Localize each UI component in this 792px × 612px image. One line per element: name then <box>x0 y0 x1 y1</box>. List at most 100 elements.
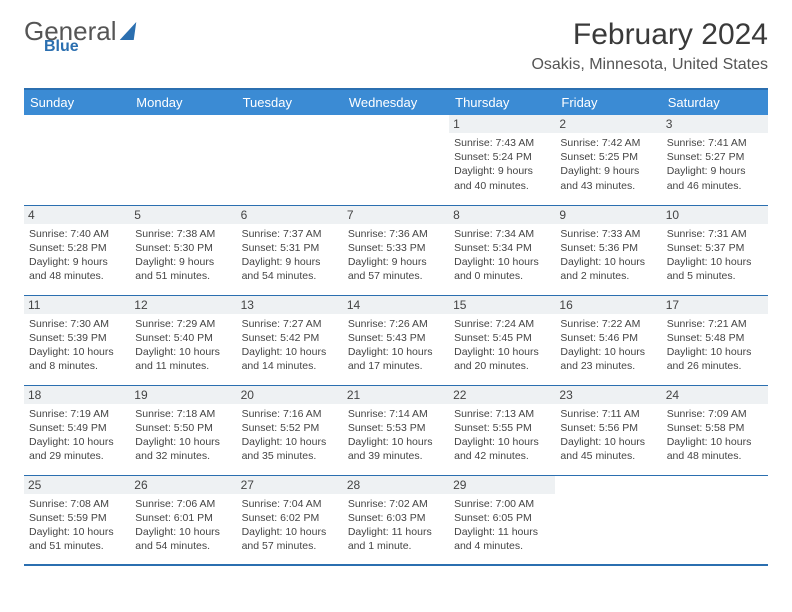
day-number: 25 <box>24 476 130 494</box>
month-title: February 2024 <box>531 18 768 52</box>
day-number: 14 <box>343 296 449 314</box>
day-details: Sunrise: 7:31 AMSunset: 5:37 PMDaylight:… <box>667 227 763 284</box>
day-details: Sunrise: 7:38 AMSunset: 5:30 PMDaylight:… <box>135 227 231 284</box>
day-details: Sunrise: 7:40 AMSunset: 5:28 PMDaylight:… <box>29 227 125 284</box>
day-number: 23 <box>555 386 661 404</box>
calendar-day: 29 Sunrise: 7:00 AMSunset: 6:05 PMDayligh… <box>449 475 555 565</box>
calendar-body: 1 Sunrise: 7:43 AMSunset: 5:24 PMDaylight… <box>24 115 768 565</box>
day-details: Sunrise: 7:21 AMSunset: 5:48 PMDaylight:… <box>667 317 763 374</box>
calendar-week: 4 Sunrise: 7:40 AMSunset: 5:28 PMDaylight… <box>24 205 768 295</box>
calendar-day: 26 Sunrise: 7:06 AMSunset: 6:01 PMDayligh… <box>130 475 236 565</box>
day-number: 20 <box>237 386 343 404</box>
calendar-week: 25 Sunrise: 7:08 AMSunset: 5:59 PMDayligh… <box>24 475 768 565</box>
day-number: 26 <box>130 476 236 494</box>
day-number: 6 <box>237 206 343 224</box>
calendar-day: 13 Sunrise: 7:27 AMSunset: 5:42 PMDayligh… <box>237 295 343 385</box>
day-number: 29 <box>449 476 555 494</box>
day-number: 10 <box>662 206 768 224</box>
calendar-day <box>662 475 768 565</box>
day-details: Sunrise: 7:04 AMSunset: 6:02 PMDaylight:… <box>242 497 338 554</box>
day-details: Sunrise: 7:16 AMSunset: 5:52 PMDaylight:… <box>242 407 338 464</box>
calendar-day <box>130 115 236 205</box>
day-number: 19 <box>130 386 236 404</box>
day-number: 22 <box>449 386 555 404</box>
day-number: 8 <box>449 206 555 224</box>
day-details: Sunrise: 7:33 AMSunset: 5:36 PMDaylight:… <box>560 227 656 284</box>
day-details: Sunrise: 7:29 AMSunset: 5:40 PMDaylight:… <box>135 317 231 374</box>
header-row: General Blue February 2024 Osakis, Minne… <box>24 18 768 74</box>
brand-logo: General Blue <box>24 18 135 56</box>
day-number: 17 <box>662 296 768 314</box>
day-details: Sunrise: 7:18 AMSunset: 5:50 PMDaylight:… <box>135 407 231 464</box>
day-number: 21 <box>343 386 449 404</box>
calendar-day: 9 Sunrise: 7:33 AMSunset: 5:36 PMDaylight… <box>555 205 661 295</box>
weekday-header: Monday <box>130 89 236 115</box>
day-number: 16 <box>555 296 661 314</box>
calendar-day: 20 Sunrise: 7:16 AMSunset: 5:52 PMDayligh… <box>237 385 343 475</box>
calendar-day: 12 Sunrise: 7:29 AMSunset: 5:40 PMDayligh… <box>130 295 236 385</box>
day-details: Sunrise: 7:27 AMSunset: 5:42 PMDaylight:… <box>242 317 338 374</box>
calendar-day: 1 Sunrise: 7:43 AMSunset: 5:24 PMDaylight… <box>449 115 555 205</box>
title-block: February 2024 Osakis, Minnesota, United … <box>531 18 768 74</box>
day-number: 3 <box>662 115 768 133</box>
calendar-day: 5 Sunrise: 7:38 AMSunset: 5:30 PMDaylight… <box>130 205 236 295</box>
location-subtitle: Osakis, Minnesota, United States <box>531 56 768 74</box>
day-details: Sunrise: 7:34 AMSunset: 5:34 PMDaylight:… <box>454 227 550 284</box>
calendar-day: 4 Sunrise: 7:40 AMSunset: 5:28 PMDaylight… <box>24 205 130 295</box>
calendar-day: 16 Sunrise: 7:22 AMSunset: 5:46 PMDayligh… <box>555 295 661 385</box>
calendar-day <box>24 115 130 205</box>
calendar-day: 17 Sunrise: 7:21 AMSunset: 5:48 PMDayligh… <box>662 295 768 385</box>
day-number: 1 <box>449 115 555 133</box>
calendar-week: 11Sunrise: 7:30 AMSunset: 5:39 PMDayligh… <box>24 295 768 385</box>
day-number: 9 <box>555 206 661 224</box>
day-details: Sunrise: 7:14 AMSunset: 5:53 PMDaylight:… <box>348 407 444 464</box>
day-number: 24 <box>662 386 768 404</box>
weekday-header: Thursday <box>449 89 555 115</box>
calendar-day: 22 Sunrise: 7:13 AMSunset: 5:55 PMDayligh… <box>449 385 555 475</box>
calendar-day <box>343 115 449 205</box>
day-details: Sunrise: 7:09 AMSunset: 5:58 PMDaylight:… <box>667 407 763 464</box>
calendar-day: 7Sunrise: 7:36 AMSunset: 5:33 PMDaylight… <box>343 205 449 295</box>
calendar-day <box>237 115 343 205</box>
day-details: Sunrise: 7:08 AMSunset: 5:59 PMDaylight:… <box>29 497 125 554</box>
day-details: Sunrise: 7:41 AMSunset: 5:27 PMDaylight:… <box>667 136 763 193</box>
day-number: 13 <box>237 296 343 314</box>
calendar-table: SundayMondayTuesdayWednesdayThursdayFrid… <box>24 88 768 566</box>
calendar-day: 27 Sunrise: 7:04 AMSunset: 6:02 PMDayligh… <box>237 475 343 565</box>
day-details: Sunrise: 7:19 AMSunset: 5:49 PMDaylight:… <box>29 407 125 464</box>
day-number: 2 <box>555 115 661 133</box>
calendar-day: 11Sunrise: 7:30 AMSunset: 5:39 PMDayligh… <box>24 295 130 385</box>
day-number: 12 <box>130 296 236 314</box>
calendar-day: 6 Sunrise: 7:37 AMSunset: 5:31 PMDaylight… <box>237 205 343 295</box>
day-number: 7 <box>343 206 449 224</box>
calendar-day: 21 Sunrise: 7:14 AMSunset: 5:53 PMDayligh… <box>343 385 449 475</box>
day-details: Sunrise: 7:43 AMSunset: 5:24 PMDaylight:… <box>454 136 550 193</box>
day-details: Sunrise: 7:42 AMSunset: 5:25 PMDaylight:… <box>560 136 656 193</box>
day-details: Sunrise: 7:06 AMSunset: 6:01 PMDaylight:… <box>135 497 231 554</box>
calendar-day: 25 Sunrise: 7:08 AMSunset: 5:59 PMDayligh… <box>24 475 130 565</box>
day-number: 18 <box>24 386 130 404</box>
day-number: 15 <box>449 296 555 314</box>
day-number: 5 <box>130 206 236 224</box>
day-details: Sunrise: 7:22 AMSunset: 5:46 PMDaylight:… <box>560 317 656 374</box>
calendar-day: 10 Sunrise: 7:31 AMSunset: 5:37 PMDayligh… <box>662 205 768 295</box>
day-details: Sunrise: 7:00 AMSunset: 6:05 PMDaylight:… <box>454 497 550 554</box>
triangle-icon <box>119 22 136 40</box>
day-details: Sunrise: 7:11 AMSunset: 5:56 PMDaylight:… <box>560 407 656 464</box>
day-number: 28 <box>343 476 449 494</box>
calendar-day: 23 Sunrise: 7:11 AMSunset: 5:56 PMDayligh… <box>555 385 661 475</box>
weekday-header: Friday <box>555 89 661 115</box>
day-details: Sunrise: 7:30 AMSunset: 5:39 PMDaylight:… <box>29 317 125 374</box>
weekday-header: Saturday <box>662 89 768 115</box>
weekday-header: Tuesday <box>237 89 343 115</box>
calendar-day: 18 Sunrise: 7:19 AMSunset: 5:49 PMDayligh… <box>24 385 130 475</box>
calendar-day <box>555 475 661 565</box>
weekday-header: Sunday <box>24 89 130 115</box>
day-details: Sunrise: 7:37 AMSunset: 5:31 PMDaylight:… <box>242 227 338 284</box>
day-number: 27 <box>237 476 343 494</box>
day-number: 4 <box>24 206 130 224</box>
calendar-day: 14Sunrise: 7:26 AMSunset: 5:43 PMDayligh… <box>343 295 449 385</box>
calendar-day: 2 Sunrise: 7:42 AMSunset: 5:25 PMDaylight… <box>555 115 661 205</box>
weekday-header: Wednesday <box>343 89 449 115</box>
day-details: Sunrise: 7:13 AMSunset: 5:55 PMDaylight:… <box>454 407 550 464</box>
